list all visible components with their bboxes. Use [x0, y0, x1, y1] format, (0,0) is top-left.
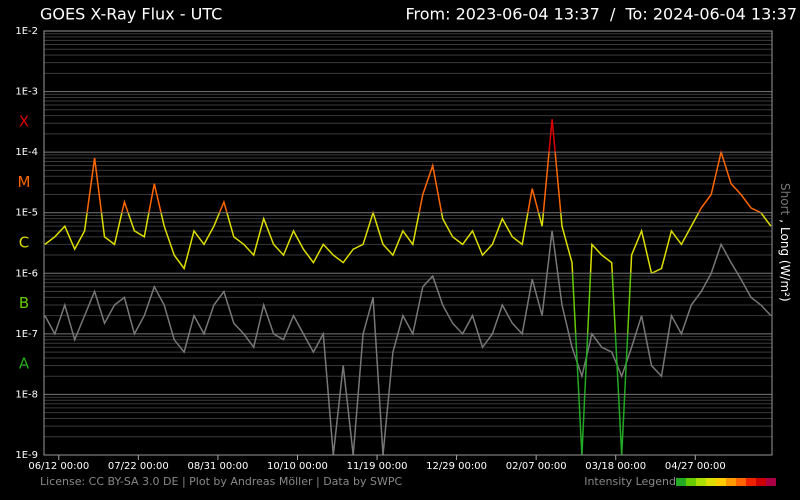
x-tick-label: 04/27 00:00 — [665, 461, 726, 472]
date-range: From: 2023-06-04 13:37 / To: 2024-06-04 … — [405, 5, 797, 24]
class-label: M — [18, 173, 31, 191]
intensity-swatch — [726, 478, 736, 486]
y-tick-label: 1E-5 — [15, 208, 38, 219]
intensity-swatch — [756, 478, 766, 486]
data-line — [44, 230, 772, 456]
x-tick-label: 08/31 00:00 — [187, 461, 248, 472]
x-tick-label: 06/12 00:00 — [28, 461, 89, 472]
data-line — [44, 119, 772, 456]
intensity-legend-label: Intensity Legend — [584, 475, 676, 488]
y-tick-label: 1E-4 — [15, 147, 38, 158]
legend-separator: , — [779, 219, 793, 223]
y-tick-label: 1E-3 — [15, 87, 38, 98]
class-label: B — [19, 294, 29, 312]
x-tick-label: 10/10 00:00 — [267, 461, 328, 472]
intensity-swatch — [686, 478, 696, 486]
plot-frame — [43, 30, 773, 456]
y-tick-label: 1E-2 — [15, 26, 38, 37]
intensity-swatch — [706, 478, 716, 486]
intensity-swatch — [736, 478, 746, 486]
intensity-swatch — [716, 478, 726, 486]
y-tick-label: 1E-6 — [15, 268, 38, 279]
legend: Short, Long (W/m²) — [779, 183, 793, 302]
x-tick-label: 11/19 00:00 — [347, 461, 408, 472]
y-tick-label: 1E-7 — [15, 329, 38, 340]
x-tick-label: 12/29 00:00 — [426, 461, 487, 472]
class-label: A — [19, 355, 30, 373]
intensity-swatch — [766, 478, 776, 486]
y-tick-label: 1E-9 — [15, 450, 38, 461]
intensity-swatch — [746, 478, 756, 486]
x-tick-label: 07/22 00:00 — [108, 461, 169, 472]
x-tick-label: 02/07 00:00 — [506, 461, 567, 472]
legend-entry: Short — [779, 183, 793, 215]
intensity-swatch — [696, 478, 706, 486]
chart-title: GOES X-Ray Flux - UTC — [40, 5, 222, 24]
x-tick-label: 03/18 00:00 — [585, 461, 646, 472]
legend-entry: Long (W/m²) — [779, 227, 793, 302]
class-label: C — [19, 234, 29, 252]
footer: License: CC BY-SA 3.0 DE | Plot by Andre… — [40, 475, 402, 488]
intensity-swatch — [676, 478, 686, 486]
class-label: X — [19, 112, 29, 130]
y-tick-label: 1E-8 — [15, 389, 38, 400]
